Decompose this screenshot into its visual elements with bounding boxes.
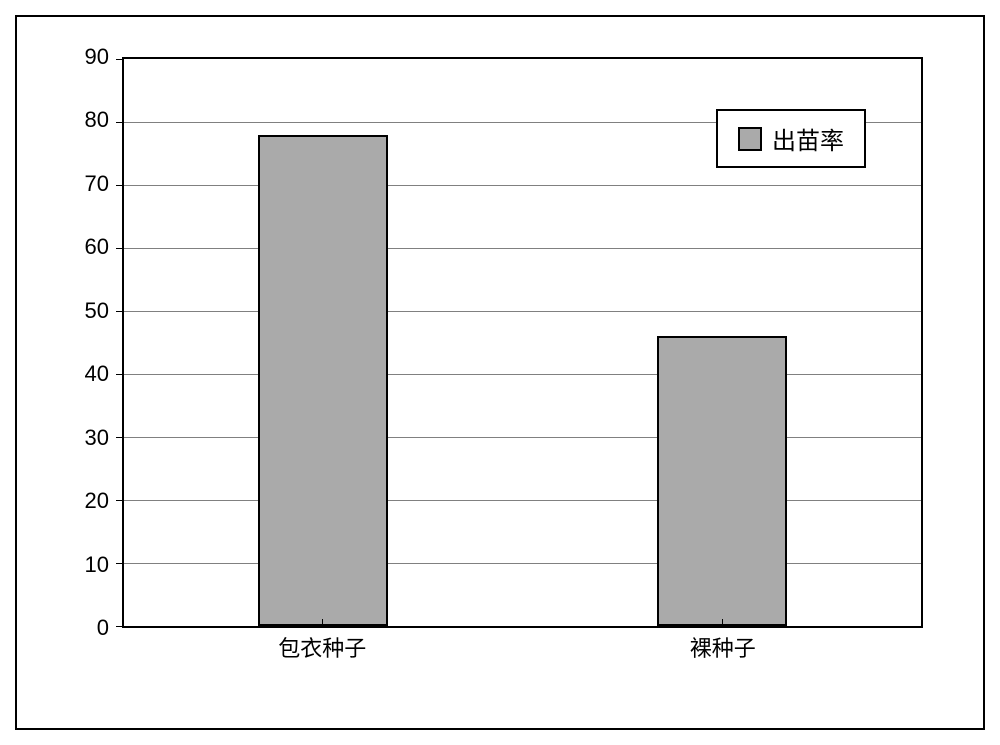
chart-container: 90 80 70 60 50 40 30 20 10 0 [67,57,933,653]
bar-group [124,59,523,626]
x-label-group: 包衣种子 [122,619,523,663]
y-tick [116,122,124,123]
y-tick [116,248,124,249]
legend: 出苗率 [716,109,866,168]
y-label-40: 40 [85,361,109,387]
y-tick [116,563,124,564]
y-label-20: 20 [85,488,109,514]
y-axis-labels: 90 80 70 60 50 40 30 20 10 0 [67,57,117,628]
y-tick [116,500,124,501]
bar-bare-seed [657,336,787,626]
y-label-0: 0 [97,615,109,641]
y-label-70: 70 [85,171,109,197]
x-tick [322,619,323,627]
legend-swatch [738,127,762,151]
y-tick [116,374,124,375]
y-tick [116,59,124,60]
x-label-bare: 裸种子 [690,631,756,663]
bar-coated-seed [258,135,388,626]
y-tick [116,311,124,312]
x-label-group: 裸种子 [523,619,924,663]
y-label-90: 90 [85,44,109,70]
y-label-30: 30 [85,425,109,451]
y-tick [116,437,124,438]
x-axis-labels: 包衣种子 裸种子 [122,619,923,663]
y-label-80: 80 [85,107,109,133]
y-label-50: 50 [85,298,109,324]
y-tick [116,185,124,186]
x-tick [722,619,723,627]
x-label-coated: 包衣种子 [278,631,366,663]
legend-label: 出苗率 [772,121,844,156]
chart-outer-border: 90 80 70 60 50 40 30 20 10 0 [15,15,985,730]
plot-area: 出苗率 [122,57,923,628]
y-label-60: 60 [85,234,109,260]
y-label-10: 10 [85,552,109,578]
